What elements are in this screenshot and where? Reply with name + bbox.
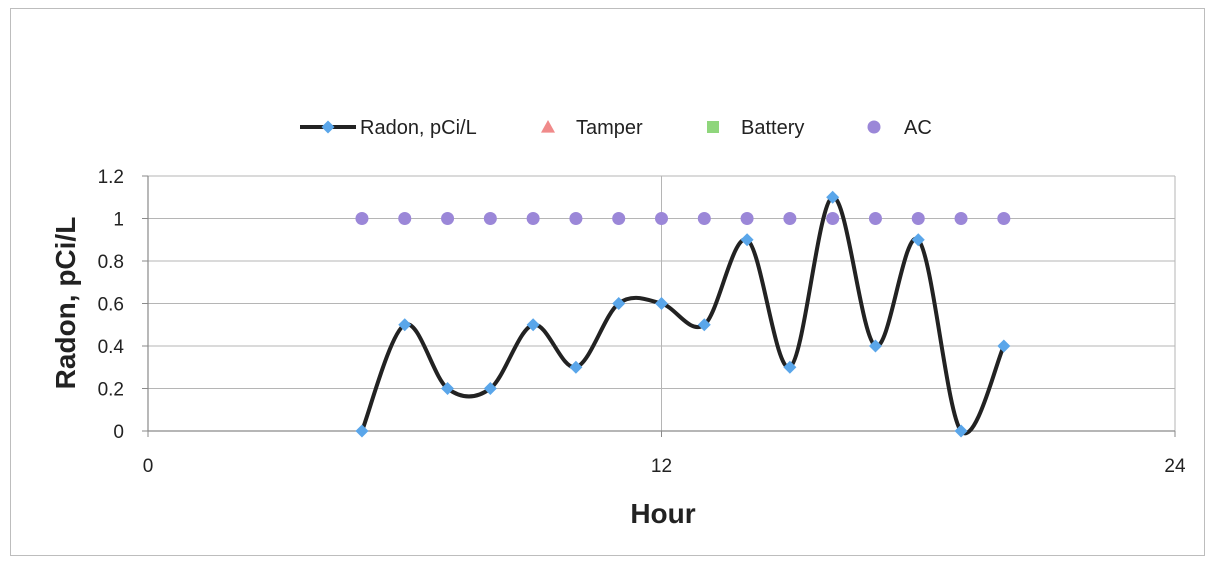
diamond-point bbox=[740, 233, 754, 247]
circle-point bbox=[612, 212, 626, 225]
circle-point bbox=[355, 212, 369, 225]
diamond-point bbox=[783, 360, 797, 374]
y-tick-label: 1 bbox=[113, 210, 124, 231]
y-tick-label: 1.2 bbox=[98, 167, 124, 188]
diamond-point bbox=[398, 318, 412, 332]
y-tick-label: 0.6 bbox=[98, 295, 124, 316]
legend-label: Battery bbox=[741, 117, 804, 139]
circle-point bbox=[997, 212, 1011, 225]
series bbox=[355, 190, 1011, 438]
circle-point bbox=[526, 212, 540, 225]
legend-diamond bbox=[321, 120, 335, 134]
legend-square bbox=[707, 121, 719, 133]
legend-item: Battery bbox=[707, 117, 804, 139]
series-radon-pci-l bbox=[355, 190, 1011, 438]
diamond-point bbox=[483, 382, 497, 395]
circle-point bbox=[911, 212, 925, 225]
x-tick-label: 0 bbox=[143, 456, 154, 477]
radon-line bbox=[360, 195, 1006, 436]
circle-point bbox=[826, 212, 840, 225]
y-tick-label: 0 bbox=[113, 422, 124, 443]
legend-item: AC bbox=[867, 117, 932, 139]
diamond-point bbox=[655, 297, 668, 310]
x-tick-label: 12 bbox=[651, 456, 672, 477]
y-tick-label: 0.2 bbox=[98, 380, 124, 401]
circle-point bbox=[954, 212, 968, 225]
x-axis-title: Hour bbox=[630, 498, 695, 529]
diamond-point bbox=[612, 297, 626, 310]
legend-label: AC bbox=[904, 117, 932, 139]
y-tick-label: 0.8 bbox=[98, 252, 124, 273]
chart-frame bbox=[10, 8, 1205, 556]
circle-point bbox=[655, 212, 668, 225]
legend-item: Tamper bbox=[541, 117, 643, 139]
diamond-point bbox=[697, 318, 711, 332]
circle-point bbox=[740, 212, 754, 225]
legend-item: Radon, pCi/L bbox=[300, 117, 477, 139]
tick-labels: 0 0.2 0.4 0.6 0.8 1 1.2 0 12 24 bbox=[98, 167, 1186, 477]
diamond-point bbox=[954, 424, 968, 438]
legend-circle bbox=[867, 120, 881, 134]
circle-point bbox=[783, 212, 797, 225]
diamond-point bbox=[868, 339, 882, 353]
diamond-point bbox=[526, 318, 540, 332]
legend-label: Radon, pCi/L bbox=[360, 117, 477, 139]
circle-point bbox=[483, 212, 497, 225]
legend: Radon, pCi/L Tamper Battery AC bbox=[300, 117, 932, 139]
circle-point bbox=[868, 212, 882, 225]
circle-point bbox=[441, 212, 455, 225]
circle-point bbox=[697, 212, 711, 225]
diamond-point bbox=[997, 339, 1011, 353]
axes bbox=[142, 175, 1176, 437]
diamond-point bbox=[911, 233, 925, 247]
diamond-point bbox=[441, 382, 455, 395]
legend-label: Tamper bbox=[576, 117, 643, 139]
series-ac bbox=[355, 212, 1011, 225]
diamond-point bbox=[826, 190, 840, 204]
circle-point bbox=[398, 212, 412, 225]
diamond-point bbox=[355, 424, 369, 438]
x-tick-label: 24 bbox=[1164, 456, 1186, 477]
y-axis-title: Radon, pCi/L bbox=[50, 217, 81, 390]
diamond-point bbox=[569, 360, 583, 374]
circle-point bbox=[569, 212, 583, 225]
legend-triangle bbox=[541, 120, 555, 133]
y-tick-label: 0.4 bbox=[98, 337, 125, 358]
